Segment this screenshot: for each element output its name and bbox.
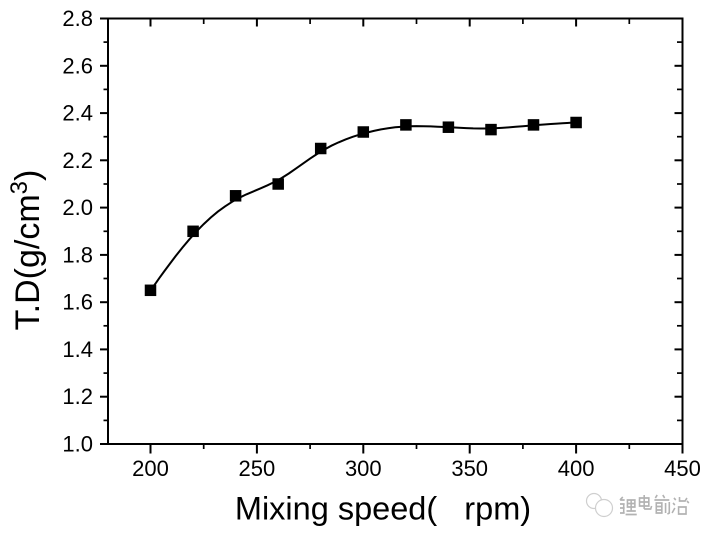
svg-text:350: 350: [451, 456, 488, 481]
svg-text:2.6: 2.6: [62, 53, 93, 78]
svg-text:2.8: 2.8: [62, 6, 93, 31]
svg-text:2.4: 2.4: [62, 101, 93, 126]
svg-text:T.D(g/cm3): T.D(g/cm3): [6, 170, 47, 331]
svg-text:2.0: 2.0: [62, 195, 93, 220]
svg-text:2.2: 2.2: [62, 148, 93, 173]
svg-text:200: 200: [132, 456, 169, 481]
svg-text:Mixing speed( rpm): Mixing speed( rpm): [235, 491, 531, 527]
svg-text:1.0: 1.0: [62, 432, 93, 457]
svg-text:1.2: 1.2: [62, 384, 93, 409]
svg-text:250: 250: [239, 456, 276, 481]
svg-text:300: 300: [345, 456, 382, 481]
svg-text:1.8: 1.8: [62, 242, 93, 267]
svg-text:1.4: 1.4: [62, 337, 93, 362]
svg-text:400: 400: [558, 456, 595, 481]
svg-text:1.6: 1.6: [62, 290, 93, 315]
svg-text:450: 450: [664, 456, 701, 481]
